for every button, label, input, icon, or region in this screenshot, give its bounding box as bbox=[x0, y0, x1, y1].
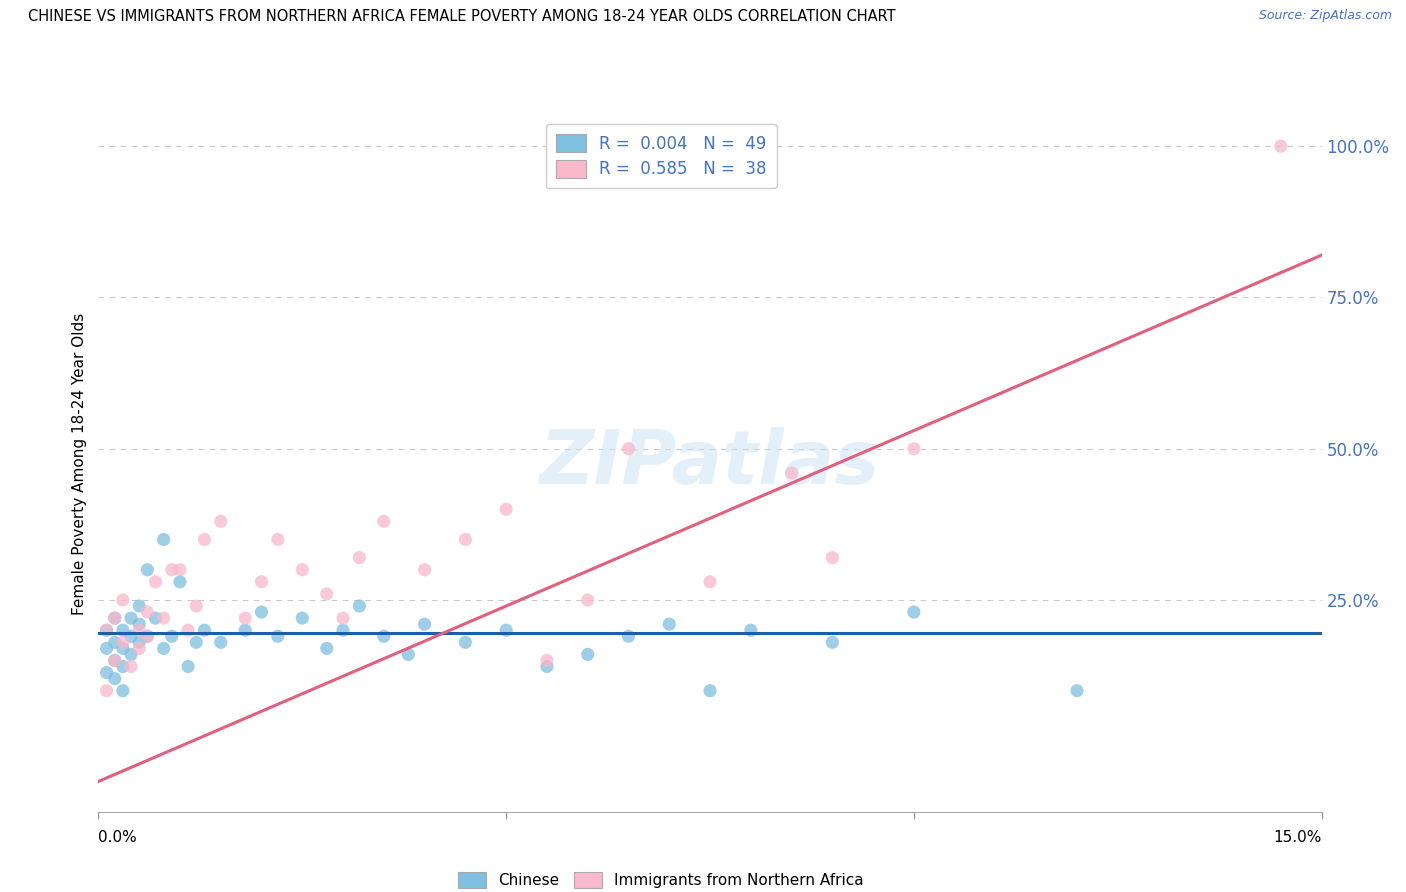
Point bbox=[96, 665, 118, 680]
Point bbox=[315, 641, 337, 656]
Point bbox=[111, 641, 134, 656]
Point bbox=[250, 605, 273, 619]
Point bbox=[349, 599, 371, 613]
Point bbox=[267, 629, 290, 643]
Point bbox=[780, 466, 803, 480]
Point bbox=[111, 659, 134, 673]
Point bbox=[152, 611, 174, 625]
Point bbox=[152, 533, 174, 547]
Point bbox=[120, 648, 142, 662]
Point bbox=[576, 648, 599, 662]
Y-axis label: Female Poverty Among 18-24 Year Olds: Female Poverty Among 18-24 Year Olds bbox=[72, 313, 87, 615]
Point bbox=[233, 611, 256, 625]
Point bbox=[373, 514, 395, 528]
Point bbox=[267, 533, 290, 547]
Point bbox=[104, 611, 127, 625]
Point bbox=[104, 653, 127, 667]
Point bbox=[699, 574, 721, 589]
Point bbox=[128, 635, 150, 649]
Point bbox=[413, 563, 436, 577]
Point bbox=[193, 624, 215, 638]
Point bbox=[699, 683, 721, 698]
Point bbox=[291, 563, 314, 577]
Point bbox=[186, 599, 208, 613]
Point bbox=[186, 635, 208, 649]
Point bbox=[291, 611, 314, 625]
Point bbox=[136, 563, 159, 577]
Point bbox=[315, 587, 337, 601]
Point bbox=[96, 641, 118, 656]
Point bbox=[128, 599, 150, 613]
Point bbox=[152, 641, 174, 656]
Point bbox=[250, 574, 273, 589]
Point bbox=[104, 635, 127, 649]
Text: ZIPatlas: ZIPatlas bbox=[540, 427, 880, 500]
Point bbox=[128, 641, 150, 656]
Point bbox=[413, 617, 436, 632]
Point bbox=[821, 635, 844, 649]
Point bbox=[617, 629, 640, 643]
Point bbox=[120, 611, 142, 625]
Text: 0.0%: 0.0% bbox=[98, 830, 138, 845]
Point bbox=[111, 593, 134, 607]
Point bbox=[96, 624, 118, 638]
Point bbox=[160, 563, 183, 577]
Point bbox=[145, 574, 167, 589]
Point bbox=[136, 629, 159, 643]
Point bbox=[96, 683, 118, 698]
Point bbox=[128, 617, 150, 632]
Point bbox=[658, 617, 681, 632]
Point bbox=[120, 629, 142, 643]
Point bbox=[349, 550, 371, 565]
Point bbox=[576, 593, 599, 607]
Point bbox=[1066, 683, 1088, 698]
Point bbox=[332, 624, 354, 638]
Point bbox=[177, 624, 200, 638]
Point bbox=[821, 550, 844, 565]
Point bbox=[169, 574, 191, 589]
Point bbox=[111, 683, 134, 698]
Point bbox=[136, 605, 159, 619]
Point bbox=[177, 659, 200, 673]
Point bbox=[209, 635, 232, 649]
Point bbox=[903, 605, 925, 619]
Point bbox=[169, 563, 191, 577]
Point bbox=[160, 629, 183, 643]
Point bbox=[233, 624, 256, 638]
Point bbox=[1270, 139, 1292, 153]
Point bbox=[104, 611, 127, 625]
Point bbox=[136, 629, 159, 643]
Point bbox=[96, 624, 118, 638]
Text: Source: ZipAtlas.com: Source: ZipAtlas.com bbox=[1258, 9, 1392, 22]
Point bbox=[495, 502, 517, 516]
Point bbox=[396, 648, 419, 662]
Point bbox=[209, 514, 232, 528]
Point bbox=[104, 672, 127, 686]
Point bbox=[193, 533, 215, 547]
Point bbox=[104, 653, 127, 667]
Point bbox=[903, 442, 925, 456]
Point bbox=[454, 635, 477, 649]
Text: CHINESE VS IMMIGRANTS FROM NORTHERN AFRICA FEMALE POVERTY AMONG 18-24 YEAR OLDS : CHINESE VS IMMIGRANTS FROM NORTHERN AFRI… bbox=[28, 9, 896, 24]
Point bbox=[454, 533, 477, 547]
Point bbox=[740, 624, 762, 638]
Point bbox=[536, 653, 558, 667]
Point bbox=[373, 629, 395, 643]
Point bbox=[120, 659, 142, 673]
Legend: Chinese, Immigrants from Northern Africa: Chinese, Immigrants from Northern Africa bbox=[453, 865, 870, 892]
Point bbox=[332, 611, 354, 625]
Point bbox=[145, 611, 167, 625]
Point bbox=[128, 624, 150, 638]
Text: 15.0%: 15.0% bbox=[1274, 830, 1322, 845]
Point bbox=[536, 659, 558, 673]
Point bbox=[617, 442, 640, 456]
Point bbox=[495, 624, 517, 638]
Point bbox=[111, 624, 134, 638]
Point bbox=[111, 635, 134, 649]
